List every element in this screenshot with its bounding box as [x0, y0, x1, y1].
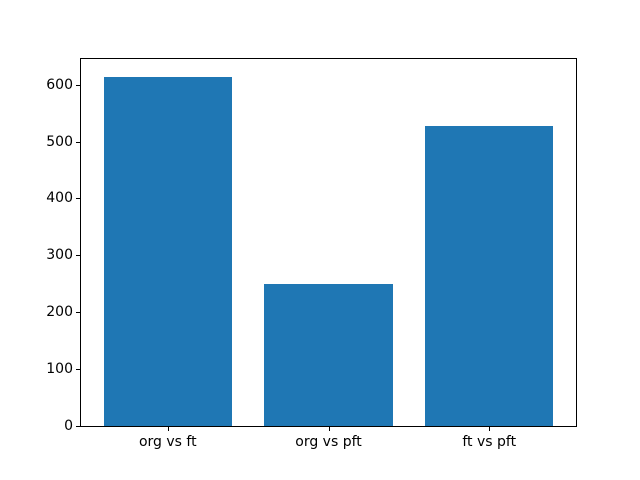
plot-area: [80, 58, 577, 427]
y-axis-tick-label: 0: [64, 418, 73, 434]
y-axis-tick: [76, 141, 80, 143]
y-axis-tick: [76, 369, 80, 371]
y-axis-tick-label: 600: [46, 76, 73, 93]
y-axis-tick-label: 200: [46, 304, 73, 321]
x-axis-tick: [489, 427, 491, 431]
y-axis-tick-label: 300: [46, 247, 73, 264]
x-axis-tick-label: org vs ft: [138, 434, 197, 450]
y-axis-tick: [76, 426, 80, 427]
x-axis-tick: [328, 427, 330, 431]
y-axis-tick-label: 500: [46, 133, 73, 150]
x-axis-tick: [167, 427, 169, 431]
y-axis-tick: [76, 84, 80, 86]
x-axis-tick-label: ft vs pft: [462, 434, 517, 450]
y-axis-tick: [76, 312, 80, 314]
y-axis-tick-label: 100: [46, 361, 73, 378]
y-axis-tick: [76, 198, 80, 200]
bar-org-vs-pft: [264, 284, 393, 426]
bar-org-vs-ft: [103, 76, 233, 426]
bar-ft-vs-pft: [424, 126, 554, 426]
y-axis-tick-label: 400: [46, 190, 73, 207]
y-axis-tick: [76, 255, 80, 257]
x-axis-tick-label: org vs pft: [295, 434, 362, 450]
